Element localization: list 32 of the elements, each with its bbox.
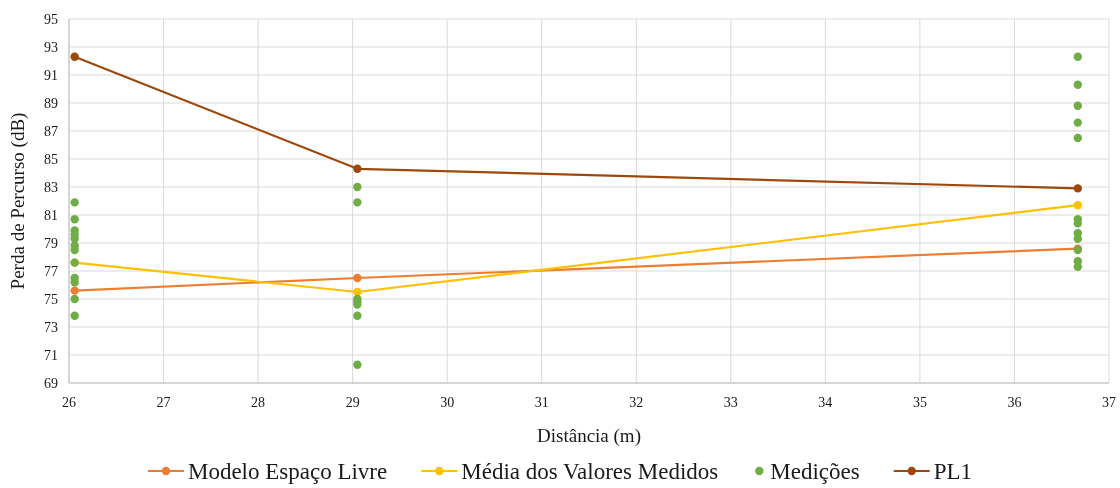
y-tick-label: 83 (44, 179, 58, 195)
y-tick-label: 89 (44, 95, 58, 111)
y-tick-label: 85 (44, 151, 58, 167)
legend-label: Modelo Espaço Livre (187, 459, 388, 484)
x-tick-label: 31 (534, 395, 549, 410)
x-tick-label: 28 (251, 395, 266, 410)
y-axis-title: Perda de Percurso (dB) (7, 112, 29, 290)
y-tick-label: 79 (44, 235, 58, 251)
y-tick-label: 81 (44, 207, 58, 223)
x-axis-title: Distância (m) (537, 425, 641, 447)
y-tick-label: 73 (44, 319, 58, 335)
x-tick-label: 26 (62, 395, 76, 410)
x-tick-label: 35 (912, 395, 927, 410)
legend-label: Medições (770, 459, 860, 484)
x-tick-label: 34 (818, 395, 833, 410)
y-tick-label: 71 (44, 347, 58, 363)
y-tick-label: 93 (44, 39, 58, 55)
x-tick-label: 29 (345, 395, 360, 410)
legend-label: PL1 (933, 459, 973, 484)
legend-label: Média dos Valores Medidos (461, 459, 719, 484)
y-tick-label: 75 (44, 291, 58, 307)
y-tick-label: 87 (44, 123, 58, 139)
y-tick-label: 77 (44, 263, 58, 279)
x-tick-label: 27 (156, 395, 171, 410)
x-tick-label: 30 (440, 395, 455, 410)
x-tick-label: 36 (1007, 395, 1022, 410)
y-tick-label: 95 (44, 11, 58, 27)
x-tick-label: 37 (1102, 395, 1116, 410)
y-tick-label: 69 (44, 375, 58, 391)
y-tick-label: 91 (44, 67, 58, 83)
x-tick-label: 33 (723, 395, 738, 410)
x-tick-label: 32 (629, 395, 644, 410)
